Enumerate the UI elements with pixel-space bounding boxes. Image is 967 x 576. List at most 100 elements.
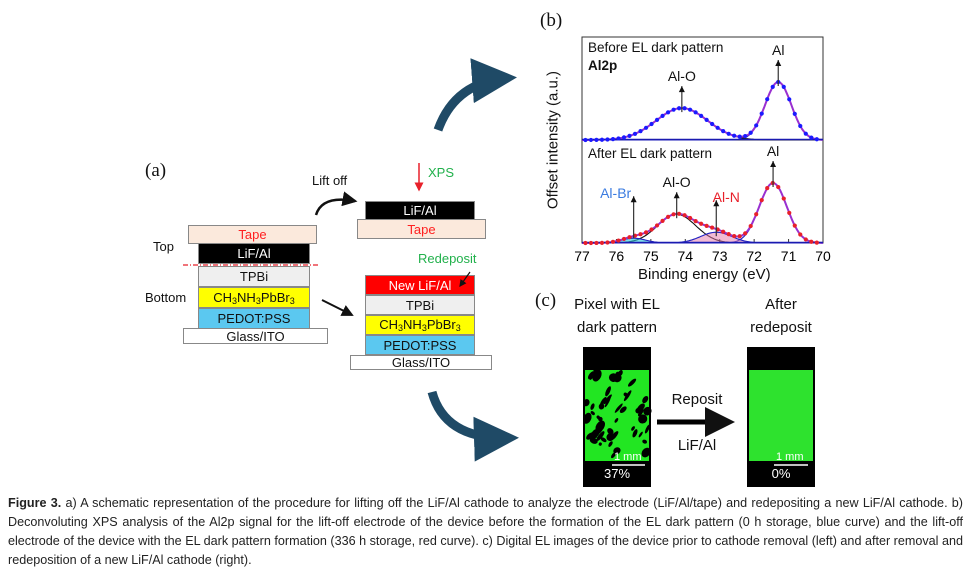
data-point (737, 134, 742, 139)
data-point (676, 106, 682, 111)
data-point (809, 239, 814, 244)
data-point (721, 129, 726, 134)
data-point (748, 223, 753, 229)
data-point (803, 131, 808, 136)
dark-spot (590, 428, 599, 441)
dark-spot (607, 428, 614, 435)
data-point (814, 137, 819, 142)
glass-ito-layer: Glass/ITO (183, 328, 328, 344)
data-point (699, 113, 704, 118)
dark-spot (631, 426, 635, 431)
perovskite-formula: CH3NH3PbBr3 (379, 317, 461, 333)
dark-spot (590, 403, 595, 410)
arrow-icon (775, 60, 782, 66)
new-lif-al-layer: New LiF/Al (365, 275, 475, 295)
tpbi-layer: TPBi (198, 266, 310, 287)
transfer-arrow (321, 299, 354, 316)
data-point (715, 125, 720, 130)
data-point (594, 137, 599, 142)
dark-spot (583, 412, 592, 424)
arrow-icon (770, 161, 777, 167)
data-point (704, 223, 709, 228)
dark-spot (606, 433, 615, 441)
data-point (671, 107, 676, 112)
dark-spot (613, 447, 621, 455)
xps-chart: 77 76 75 74 73 72 71 70 Al Al-O Al Al-O Al-N Al-Br (574, 36, 831, 264)
new-glass-ito-layer: Glass/ITO (350, 355, 492, 370)
panel-a-label: (a) (145, 160, 167, 181)
dark-spot (603, 394, 612, 405)
data-point (654, 223, 660, 228)
data-point (787, 210, 792, 216)
left-percent: 37% (603, 466, 631, 481)
dark-spot (596, 415, 601, 420)
data-point (798, 232, 803, 237)
data-point (787, 97, 792, 102)
pedot-layer: PEDOT:PSS (198, 308, 310, 329)
component-peak-Al-O (582, 107, 823, 141)
data-point (688, 215, 693, 221)
data-point (781, 196, 786, 201)
panel-b-label: (b) (540, 10, 563, 31)
dark-spot (628, 378, 637, 387)
lift-off-label: Lift off (312, 173, 348, 188)
x-tick-label: 77 (574, 248, 590, 264)
data-point (583, 240, 588, 246)
dark-spot (596, 431, 605, 442)
dark-spots (583, 368, 652, 459)
dark-spot (619, 406, 627, 414)
data-point (693, 218, 698, 224)
data-point (809, 135, 814, 140)
data-point (737, 234, 742, 239)
dark-spot (639, 418, 644, 424)
data-point (665, 214, 671, 219)
el-images (583, 347, 815, 487)
right-title-line2: redeposit (750, 319, 812, 336)
figure-caption: Figure 3. a) A schematic representation … (8, 494, 963, 570)
x-tick-label: 75 (643, 248, 659, 264)
new-pedot-layer: PEDOT:PSS (365, 335, 475, 355)
dark-spot (595, 420, 606, 432)
x-tick-label: 76 (609, 248, 625, 264)
dark-spot (600, 396, 607, 406)
data-point (682, 106, 687, 111)
x-tick-label: 71 (781, 248, 797, 264)
dark-spot (590, 411, 595, 416)
redeposit-pointer (459, 271, 471, 287)
series-2-label: After EL dark pattern (588, 146, 713, 161)
y-axis-label: Offset intensity (a.u.) (544, 70, 562, 210)
data-point (605, 240, 610, 245)
caption-text: a) A schematic representation of the pro… (8, 496, 963, 567)
peak-label: Al (772, 42, 784, 58)
data-point (643, 230, 649, 235)
data-point (660, 218, 665, 223)
x-tick-label: 73 (712, 248, 728, 264)
data-point (798, 123, 803, 129)
data-point (765, 186, 770, 191)
data-point (754, 212, 759, 217)
left-scale-label: 1 mm (614, 451, 642, 463)
data-point (610, 239, 616, 244)
new-perovskite-layer: CH3NH3PbBr3 (365, 315, 475, 335)
data-point (616, 136, 621, 141)
dark-spot (643, 406, 652, 416)
dark-spot (608, 373, 618, 382)
panel-a-arrows (183, 58, 519, 462)
dark-spot (636, 403, 645, 412)
data-point (605, 137, 610, 142)
dark-spot (593, 368, 600, 374)
lif-al-layer: LiF/Al (198, 243, 310, 264)
x-tick-label: 72 (746, 248, 762, 264)
series-1-label: Before EL dark pattern (588, 40, 724, 55)
data-point (682, 213, 687, 218)
redeposit-label: Redeposit (418, 251, 477, 266)
data-point (671, 212, 676, 217)
dark-spot (605, 386, 611, 397)
data-point (594, 240, 599, 246)
data-point (743, 133, 748, 139)
right-title-line1: After (765, 296, 797, 313)
x-tick-label: 74 (677, 248, 693, 264)
data-point (583, 137, 588, 143)
data-point (627, 133, 632, 139)
